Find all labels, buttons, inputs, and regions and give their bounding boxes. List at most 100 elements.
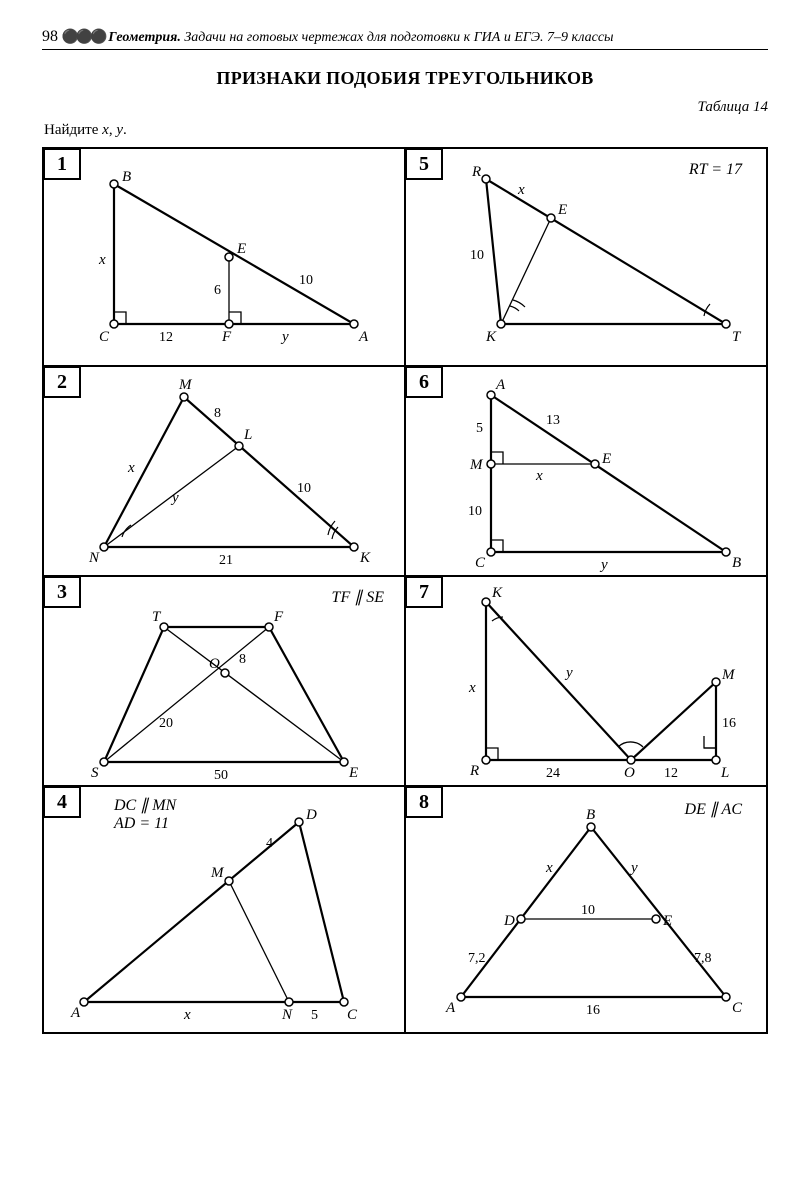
diagram-3: T F S E O 8 20 50 — [44, 577, 404, 787]
svg-text:B: B — [586, 807, 595, 823]
svg-text:K: K — [485, 329, 497, 345]
svg-text:N: N — [88, 550, 100, 566]
svg-text:8: 8 — [239, 652, 246, 667]
svg-text:B: B — [732, 555, 741, 571]
problem-number: 4 — [43, 786, 81, 818]
problem-7: 7 — [406, 577, 766, 787]
svg-text:E: E — [557, 202, 567, 218]
svg-text:T: T — [152, 609, 162, 625]
svg-text:x: x — [517, 182, 525, 198]
chapter-title: ПРИЗНАКИ ПОДОБИЯ ТРЕУГОЛЬНИКОВ — [42, 68, 768, 89]
svg-text:10: 10 — [297, 481, 311, 496]
svg-text:x: x — [545, 860, 553, 876]
svg-text:16: 16 — [722, 716, 736, 731]
svg-text:E: E — [236, 241, 246, 257]
table-caption: Таблица 14 — [42, 99, 768, 116]
svg-text:C: C — [347, 1007, 358, 1023]
problem-number: 5 — [405, 148, 443, 180]
svg-text:12: 12 — [159, 330, 173, 345]
problem-2: 2 M — [44, 367, 404, 577]
svg-text:L: L — [720, 765, 729, 781]
instruction: Найдите x, y. — [44, 122, 768, 139]
svg-text:N: N — [281, 1007, 293, 1023]
problem-number: 8 — [405, 786, 443, 818]
svg-text:E: E — [662, 913, 672, 929]
svg-text:O: O — [209, 656, 220, 672]
svg-text:10: 10 — [299, 273, 313, 288]
svg-text:L: L — [243, 427, 252, 443]
book-icon: ⚫⚫⚫ — [62, 30, 105, 45]
svg-text:M: M — [721, 667, 736, 683]
svg-text:M: M — [469, 457, 484, 473]
header-title: Геометрия. — [108, 30, 181, 45]
svg-text:C: C — [732, 1000, 743, 1016]
svg-text:10: 10 — [581, 903, 595, 918]
svg-text:20: 20 — [159, 716, 173, 731]
svg-text:O: O — [624, 765, 635, 781]
svg-text:10: 10 — [470, 248, 484, 263]
svg-text:R: R — [471, 164, 481, 180]
diagram-6: A M E C B 5 13 x 10 y — [406, 367, 766, 577]
svg-text:7,2: 7,2 — [468, 951, 486, 966]
svg-text:C: C — [475, 555, 486, 571]
diagram-4: D M A N C 4 x 5 — [44, 787, 404, 1032]
problem-number: 2 — [43, 366, 81, 398]
problem-3: 3 TF ∥ SE T F S E — [44, 577, 404, 787]
problem-4: 4 DC ∥ MNAD = 11 D M A — [44, 787, 404, 1032]
svg-text:13: 13 — [546, 413, 560, 428]
diagram-8: B D E A C x y 10 7,2 7,8 16 — [406, 787, 766, 1032]
svg-text:5: 5 — [476, 421, 483, 436]
svg-text:B: B — [122, 169, 131, 185]
svg-text:6: 6 — [214, 283, 221, 298]
svg-text:y: y — [599, 557, 608, 573]
svg-text:D: D — [503, 913, 515, 929]
problem-grid: 1 — [42, 147, 768, 1034]
diagram-7: K R O L M x y 24 12 16 — [406, 577, 766, 787]
svg-text:y: y — [629, 860, 638, 876]
problem-1: 1 — [44, 149, 404, 367]
svg-text:21: 21 — [219, 553, 233, 568]
svg-text:A: A — [445, 1000, 456, 1016]
svg-text:x: x — [468, 680, 476, 696]
svg-text:5: 5 — [311, 1008, 318, 1023]
diagram-1: B C F A E x 6 12 y 10 — [44, 149, 404, 367]
svg-text:S: S — [91, 765, 99, 781]
svg-text:F: F — [221, 329, 232, 345]
svg-text:E: E — [601, 451, 611, 467]
svg-text:7,8: 7,8 — [694, 951, 712, 966]
diagram-5: R E K T x 10 — [406, 149, 766, 367]
problem-number: 7 — [405, 576, 443, 608]
svg-text:F: F — [273, 609, 284, 625]
problem-number: 6 — [405, 366, 443, 398]
svg-text:E: E — [348, 765, 358, 781]
svg-text:x: x — [535, 468, 543, 484]
svg-text:M: M — [210, 865, 225, 881]
svg-text:8: 8 — [214, 406, 221, 421]
svg-text:K: K — [359, 550, 371, 566]
svg-text:M: M — [178, 377, 193, 393]
svg-text:T: T — [732, 329, 742, 345]
svg-text:y: y — [170, 490, 179, 506]
svg-text:x: x — [98, 252, 106, 268]
svg-text:D: D — [305, 807, 317, 823]
svg-text:50: 50 — [214, 768, 228, 783]
condition: TF ∥ SE — [332, 587, 384, 607]
svg-text:y: y — [564, 665, 573, 681]
diagram-2: M L N K 8 x y 10 21 — [44, 367, 404, 577]
problem-5: 5 RT = 17 R — [406, 149, 766, 367]
svg-text:y: y — [280, 329, 289, 345]
svg-text:16: 16 — [586, 1003, 600, 1018]
svg-text:K: K — [491, 585, 503, 601]
svg-text:4: 4 — [266, 836, 273, 851]
problem-number: 1 — [43, 148, 81, 180]
svg-text:x: x — [127, 460, 135, 476]
header-subtitle: Задачи на готовых чертежах для подготовк… — [184, 30, 613, 45]
svg-text:R: R — [469, 763, 479, 779]
svg-text:x: x — [183, 1007, 191, 1023]
problem-number: 3 — [43, 576, 81, 608]
svg-text:A: A — [495, 377, 506, 393]
svg-text:A: A — [358, 329, 369, 345]
condition: RT = 17 — [689, 161, 742, 179]
svg-text:10: 10 — [468, 504, 482, 519]
page-number: 98 — [42, 28, 58, 45]
